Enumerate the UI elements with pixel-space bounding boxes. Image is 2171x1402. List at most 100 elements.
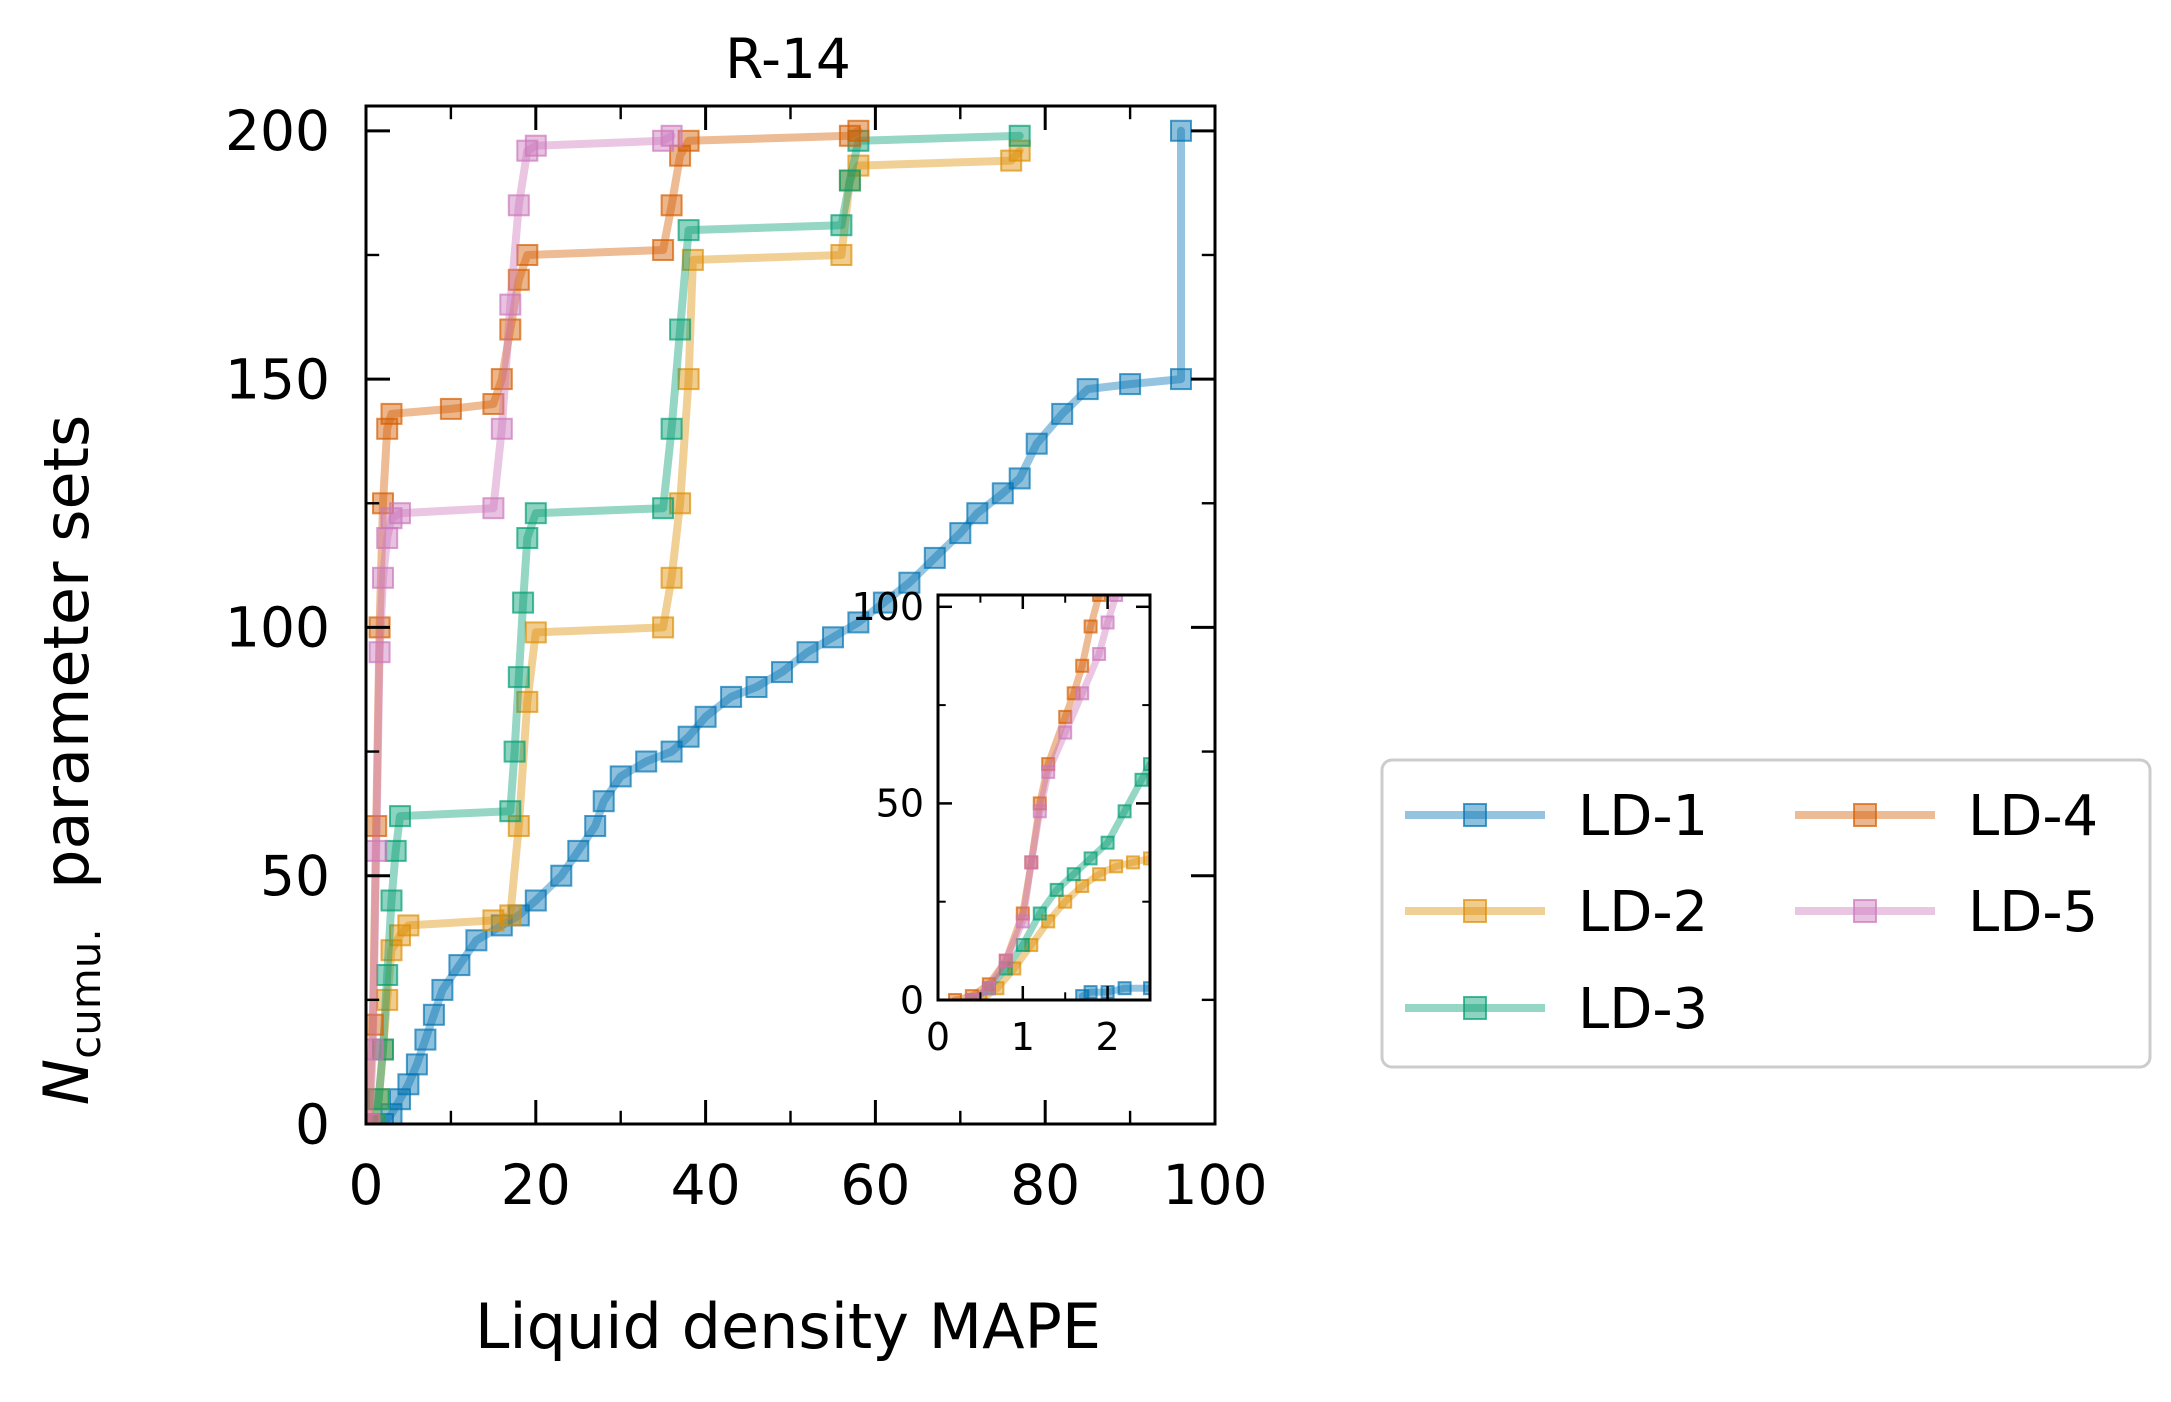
inset-point-ld-3-9 bbox=[1117, 804, 1132, 819]
inset-point-ld-4-4 bbox=[1015, 906, 1030, 921]
main-point-ld-3-5 bbox=[384, 839, 407, 862]
main-point-ld-3-3 bbox=[376, 964, 399, 986]
main-point-ld-4-7 bbox=[439, 397, 462, 420]
main-point-ld-3-8 bbox=[503, 740, 526, 763]
main-point-ld-4-6 bbox=[380, 402, 403, 425]
main-series-line-ld-1 bbox=[379, 126, 1185, 1124]
main-point-ld-3-11 bbox=[516, 527, 539, 549]
inset-point-ld-1-1 bbox=[1083, 985, 1098, 1000]
inset-point-ld-5-1 bbox=[981, 981, 996, 996]
inset-point-ld-4-11 bbox=[1083, 619, 1098, 634]
inset-point-ld-4-0 bbox=[948, 993, 962, 1000]
main-point-ld-1-20 bbox=[677, 725, 700, 748]
inset-point-ld-3-8 bbox=[1100, 835, 1115, 850]
legend-label-ld-3: LD-3 bbox=[1578, 977, 1708, 1042]
main-point-ld-3-14 bbox=[660, 417, 683, 440]
main-point-ld-5-2 bbox=[366, 839, 388, 862]
y-axis-label: Ncumu. parameter sets bbox=[30, 415, 110, 1105]
main-point-ld-5-10 bbox=[499, 293, 522, 316]
inset-point-ld-3-3 bbox=[1015, 938, 1030, 952]
main-point-ld-1-14 bbox=[567, 839, 590, 862]
inset-point-ld-4-6 bbox=[1032, 796, 1047, 811]
main-point-ld-3-6 bbox=[389, 805, 411, 828]
main-point-ld-3-10 bbox=[512, 591, 535, 614]
inset-point-ld-5-2 bbox=[998, 953, 1013, 968]
main-series-line-ld-3 bbox=[370, 131, 1024, 1124]
inset-point-ld-3-4 bbox=[1032, 906, 1047, 921]
main-y-tick-label-3: 150 bbox=[225, 347, 330, 411]
inset-point-ld-3-10 bbox=[1134, 772, 1149, 787]
inset-point-ld-5-3 bbox=[1015, 914, 1030, 929]
main-point-ld-3-13 bbox=[652, 497, 675, 520]
inset-point-ld-1-4 bbox=[1143, 981, 1150, 996]
y-axis-label-text: parameter sets bbox=[30, 415, 103, 929]
main-x-tick-label-2: 40 bbox=[671, 1153, 741, 1217]
inset-point-ld-2-5 bbox=[1058, 894, 1073, 909]
legend-label-ld-1: LD-1 bbox=[1578, 784, 1708, 849]
main-point-ld-1-27 bbox=[847, 611, 870, 634]
main-point-ld-1-19 bbox=[660, 740, 683, 763]
inset-point-ld-5-4 bbox=[1024, 855, 1039, 870]
main-y-tick-label-2: 100 bbox=[225, 596, 330, 660]
legend-label-ld-5: LD-5 bbox=[1968, 880, 2098, 945]
svg-text:Ncumu. parameter sets: Ncumu. parameter sets bbox=[30, 415, 110, 1105]
legend-marker-ld-1 bbox=[1463, 803, 1487, 827]
inset-series-line-ld-4 bbox=[951, 595, 1103, 1000]
main-point-ld-4-13 bbox=[652, 239, 675, 261]
inset-point-ld-5-5 bbox=[1032, 804, 1047, 819]
main-point-ld-1-9 bbox=[465, 929, 488, 952]
main-point-ld-1-13 bbox=[550, 864, 573, 887]
main-point-ld-3-7 bbox=[499, 800, 522, 823]
main-point-ld-5-11 bbox=[507, 194, 530, 217]
main-x-tick-label-0: 0 bbox=[349, 1153, 384, 1217]
main-x-tick-label-4: 80 bbox=[1010, 1153, 1080, 1217]
main-point-ld-1-3 bbox=[397, 1073, 420, 1096]
main-point-ld-3-17 bbox=[830, 214, 853, 237]
main-point-ld-2-14 bbox=[669, 492, 692, 515]
main-point-ld-4-1 bbox=[366, 1013, 384, 1036]
inset-point-ld-3-2 bbox=[998, 961, 1013, 976]
main-y-tick-label-0: 0 bbox=[295, 1092, 330, 1156]
inset-point-ld-3-11 bbox=[1143, 757, 1150, 772]
main-point-ld-1-39 bbox=[1170, 368, 1192, 391]
main-point-ld-1-28 bbox=[872, 591, 895, 614]
main-point-ld-1-38 bbox=[1119, 373, 1142, 396]
main-point-ld-5-7 bbox=[389, 502, 411, 525]
inset-point-ld-2-7 bbox=[1092, 867, 1107, 882]
main-point-ld-1-40 bbox=[1170, 119, 1192, 142]
main-point-ld-1-22 bbox=[720, 685, 743, 708]
inset-point-ld-3-6 bbox=[1066, 867, 1081, 882]
main-y-tick-label-1: 50 bbox=[260, 844, 330, 908]
main-point-ld-3-12 bbox=[524, 502, 547, 525]
main-point-ld-1-17 bbox=[609, 765, 632, 788]
main-point-ld-1-26 bbox=[822, 626, 844, 649]
legend-label-ld-2: LD-2 bbox=[1578, 880, 1708, 945]
inset-point-ld-3-5 bbox=[1049, 882, 1064, 897]
inset-y-tick-label-2: 100 bbox=[851, 585, 924, 629]
inset-point-ld-5-7 bbox=[1058, 725, 1073, 740]
main-point-ld-3-18 bbox=[838, 169, 861, 192]
main-point-ld-2-15 bbox=[677, 368, 700, 391]
main-point-ld-4-12 bbox=[516, 244, 539, 266]
main-point-ld-1-8 bbox=[448, 954, 471, 977]
main-point-ld-2-11 bbox=[524, 621, 547, 644]
inset-point-ld-5-9 bbox=[1092, 647, 1107, 661]
main-point-ld-5-8 bbox=[482, 497, 505, 520]
inset-point-ld-4-7 bbox=[1041, 757, 1056, 772]
main-x-tick-label-1: 20 bbox=[501, 1153, 571, 1217]
main-point-ld-1-6 bbox=[422, 1003, 445, 1026]
inset-point-ld-4-8 bbox=[1058, 709, 1073, 724]
main-point-ld-4-9 bbox=[490, 368, 513, 391]
inset-point-ld-2-6 bbox=[1075, 879, 1090, 893]
inset-x-tick-label-2: 2 bbox=[1096, 1015, 1120, 1059]
main-point-ld-1-33 bbox=[991, 482, 1014, 505]
inset-point-ld-4-10 bbox=[1075, 658, 1090, 673]
main-point-ld-1-37 bbox=[1076, 378, 1099, 401]
main-point-ld-1-31 bbox=[949, 522, 972, 545]
main-point-ld-2-13 bbox=[660, 566, 683, 589]
main-point-ld-1-15 bbox=[584, 815, 607, 837]
main-series-line-ld-2 bbox=[370, 146, 1024, 1124]
legend-frame bbox=[1380, 758, 2152, 1069]
inset-point-ld-2-8 bbox=[1109, 859, 1124, 874]
